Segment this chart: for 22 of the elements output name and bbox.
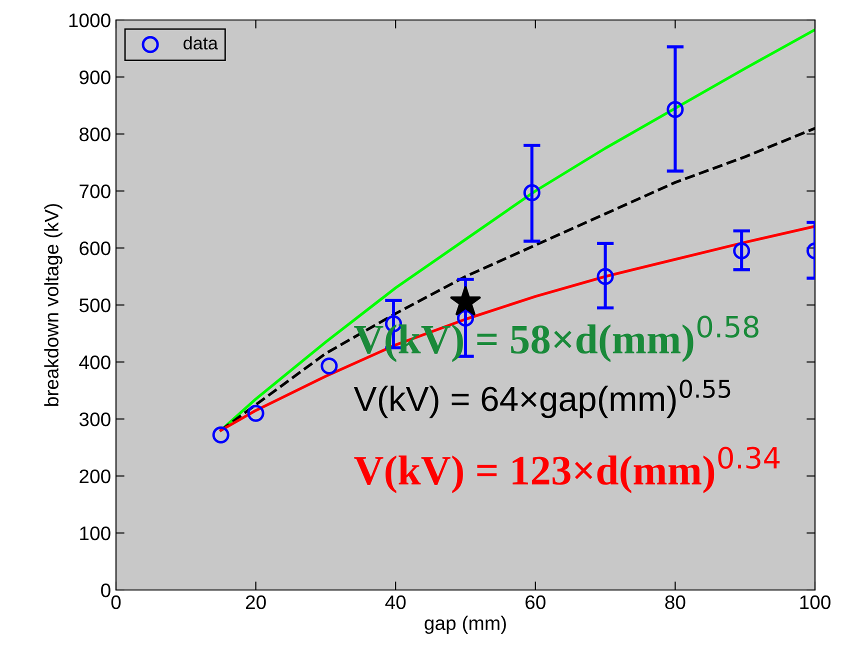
x-axis-title: gap (mm) [424,616,506,634]
annotation: V(kV) = 123×d(mm)$^{0.34}$ [354,446,780,494]
x-tick-label: 20 [246,595,266,610]
legend-label: data [184,36,218,50]
y-tick-label: 1000 [69,13,110,28]
y-tick-label: 800 [80,127,110,142]
x-tick-label: 80 [665,595,686,610]
y-tick-label: 900 [80,70,110,84]
x-tick-label: 100 [800,595,830,610]
x-tick-label: 40 [385,595,406,610]
y-tick-label: 200 [80,469,110,484]
y-tick-label: 300 [79,412,110,426]
y-tick-label: 500 [79,298,110,312]
y-tick-label: 700 [80,184,110,198]
y-tick-label: 0 [101,583,110,598]
y-axis-title: breakdown voltage (kV) [44,204,62,406]
x-tick-label: 0 [111,595,121,610]
x-tick-label: 60 [526,595,546,610]
y-tick-label: 100 [80,526,110,540]
y-tick-label: 400 [79,355,110,370]
y-tick-label: 600 [80,241,110,256]
annotation: V(kV) = 64×gap(mm)$^{0.55}$ [354,380,730,418]
